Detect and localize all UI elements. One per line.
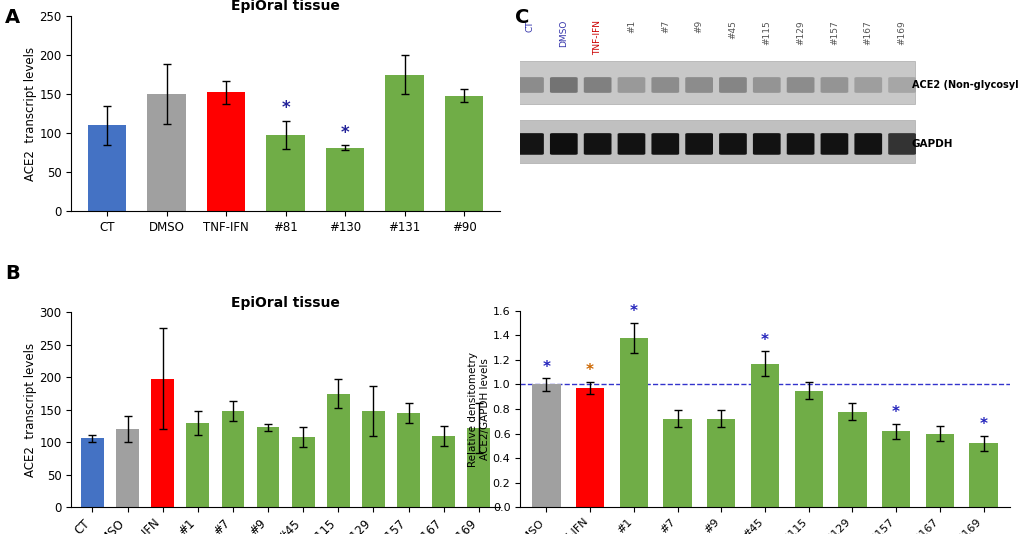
FancyBboxPatch shape bbox=[752, 77, 780, 93]
Bar bbox=[881, 431, 909, 507]
Bar bbox=[186, 423, 209, 507]
Bar bbox=[151, 379, 174, 507]
Bar bbox=[838, 412, 866, 507]
Y-axis label: Relative densitometry
ACE2/GAPDH levels: Relative densitometry ACE2/GAPDH levels bbox=[468, 351, 489, 467]
Title: EpiOral tissue: EpiOral tissue bbox=[231, 0, 339, 13]
Bar bbox=[925, 434, 953, 507]
FancyBboxPatch shape bbox=[786, 133, 814, 155]
Text: *: * bbox=[281, 99, 289, 117]
Bar bbox=[620, 338, 647, 507]
FancyBboxPatch shape bbox=[549, 133, 577, 155]
Bar bbox=[750, 364, 779, 507]
FancyBboxPatch shape bbox=[888, 133, 915, 155]
FancyBboxPatch shape bbox=[819, 77, 848, 93]
Text: #115: #115 bbox=[761, 20, 770, 45]
Bar bbox=[88, 125, 126, 211]
FancyBboxPatch shape bbox=[516, 133, 543, 155]
FancyBboxPatch shape bbox=[854, 133, 881, 155]
Bar bbox=[968, 443, 997, 507]
FancyBboxPatch shape bbox=[819, 133, 848, 155]
Text: #7: #7 bbox=[660, 20, 669, 33]
Bar bbox=[221, 411, 245, 507]
FancyBboxPatch shape bbox=[651, 77, 679, 93]
Text: B: B bbox=[5, 264, 19, 284]
Bar bbox=[326, 394, 350, 507]
Bar bbox=[325, 148, 364, 211]
Text: *: * bbox=[542, 360, 550, 375]
FancyBboxPatch shape bbox=[616, 77, 645, 93]
FancyBboxPatch shape bbox=[517, 61, 914, 105]
FancyBboxPatch shape bbox=[583, 133, 611, 155]
FancyBboxPatch shape bbox=[718, 133, 746, 155]
Text: #129: #129 bbox=[795, 20, 804, 44]
Bar bbox=[257, 427, 279, 507]
Bar bbox=[432, 436, 454, 507]
FancyBboxPatch shape bbox=[786, 77, 814, 93]
Text: *: * bbox=[978, 418, 986, 433]
Bar bbox=[662, 419, 691, 507]
FancyBboxPatch shape bbox=[583, 77, 611, 93]
Text: A: A bbox=[5, 8, 20, 27]
Text: DMSO: DMSO bbox=[558, 20, 568, 48]
Text: C: C bbox=[515, 8, 529, 27]
FancyBboxPatch shape bbox=[651, 133, 679, 155]
Title: EpiOral tissue: EpiOral tissue bbox=[231, 296, 339, 310]
Text: #9: #9 bbox=[694, 20, 703, 33]
Bar bbox=[444, 96, 483, 211]
Text: TNF-IFN: TNF-IFN bbox=[593, 20, 601, 55]
Text: #45: #45 bbox=[728, 20, 737, 39]
Bar bbox=[291, 437, 314, 507]
FancyBboxPatch shape bbox=[616, 133, 645, 155]
Bar bbox=[385, 75, 424, 211]
Text: *: * bbox=[340, 124, 350, 143]
Text: CT: CT bbox=[525, 20, 534, 32]
FancyBboxPatch shape bbox=[888, 77, 915, 93]
Y-axis label: ACE2  transcript levels: ACE2 transcript levels bbox=[23, 46, 37, 180]
Text: *: * bbox=[586, 363, 593, 379]
Bar bbox=[116, 429, 139, 507]
FancyBboxPatch shape bbox=[854, 77, 881, 93]
Text: ACE2 (Non-glycosylated ): ACE2 (Non-glycosylated ) bbox=[911, 80, 1019, 90]
Text: GAPDH: GAPDH bbox=[911, 139, 953, 149]
Bar bbox=[147, 94, 185, 211]
Bar bbox=[266, 135, 305, 211]
Bar bbox=[362, 411, 384, 507]
Text: #157: #157 bbox=[829, 20, 838, 45]
FancyBboxPatch shape bbox=[516, 77, 543, 93]
Bar bbox=[532, 384, 560, 507]
Text: *: * bbox=[760, 333, 768, 348]
Text: *: * bbox=[630, 304, 637, 319]
Bar bbox=[706, 419, 735, 507]
Text: #167: #167 bbox=[863, 20, 872, 45]
FancyBboxPatch shape bbox=[685, 77, 712, 93]
FancyBboxPatch shape bbox=[517, 120, 914, 163]
FancyBboxPatch shape bbox=[718, 77, 746, 93]
Bar bbox=[81, 438, 104, 507]
Text: #1: #1 bbox=[627, 20, 636, 33]
Bar bbox=[396, 413, 420, 507]
Bar bbox=[207, 92, 246, 211]
Bar bbox=[467, 428, 490, 507]
FancyBboxPatch shape bbox=[685, 133, 712, 155]
Bar bbox=[576, 388, 603, 507]
Text: #169: #169 bbox=[897, 20, 906, 45]
Text: *: * bbox=[892, 405, 899, 420]
FancyBboxPatch shape bbox=[752, 133, 780, 155]
FancyBboxPatch shape bbox=[549, 77, 577, 93]
Bar bbox=[794, 391, 822, 507]
Y-axis label: ACE2  transcript levels: ACE2 transcript levels bbox=[23, 343, 37, 477]
